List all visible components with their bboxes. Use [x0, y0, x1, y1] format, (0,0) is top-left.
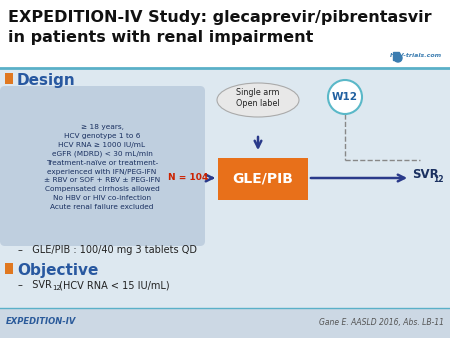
- Circle shape: [328, 80, 362, 114]
- Text: W12: W12: [332, 92, 358, 102]
- Bar: [0, 0, 450, 68]
- Bar: [218, 158, 308, 200]
- Ellipse shape: [217, 83, 299, 117]
- Text: GLE/PIB: GLE/PIB: [233, 172, 293, 186]
- Text: SVR: SVR: [412, 169, 439, 182]
- FancyBboxPatch shape: [0, 86, 205, 246]
- Text: N = 104: N = 104: [168, 173, 208, 183]
- Text: –   SVR: – SVR: [18, 280, 52, 290]
- Text: Single arm
Open label: Single arm Open label: [236, 88, 280, 108]
- Bar: [5, 73, 13, 84]
- Bar: [0, 308, 450, 338]
- Text: EXPEDITION-IV: EXPEDITION-IV: [6, 317, 76, 327]
- Bar: [5, 263, 13, 274]
- Text: Design: Design: [17, 73, 76, 88]
- Text: –   GLE/PIB : 100/40 mg 3 tablets QD: – GLE/PIB : 100/40 mg 3 tablets QD: [18, 245, 197, 255]
- Text: 12: 12: [433, 174, 444, 184]
- Text: 12: 12: [52, 285, 61, 291]
- Circle shape: [394, 54, 402, 62]
- Text: EXPEDITION-IV Study: glecaprevir/pibrentasvir: EXPEDITION-IV Study: glecaprevir/pibrent…: [8, 10, 432, 25]
- Text: in patients with renal impairment: in patients with renal impairment: [8, 30, 313, 45]
- Bar: [393, 52, 399, 60]
- Text: Objective: Objective: [17, 263, 99, 278]
- Text: (HCV RNA < 15 IU/mL): (HCV RNA < 15 IU/mL): [56, 280, 170, 290]
- Text: HCV-trials.com: HCV-trials.com: [390, 53, 442, 58]
- Text: ≥ 18 years,
HCV genotype 1 to 6
HCV RNA ≥ 1000 IU/mL
eGFR (MDRD) < 30 mL/min
Tre: ≥ 18 years, HCV genotype 1 to 6 HCV RNA …: [44, 124, 160, 210]
- Text: Gane E. AASLD 2016, Abs. LB-11: Gane E. AASLD 2016, Abs. LB-11: [319, 317, 444, 327]
